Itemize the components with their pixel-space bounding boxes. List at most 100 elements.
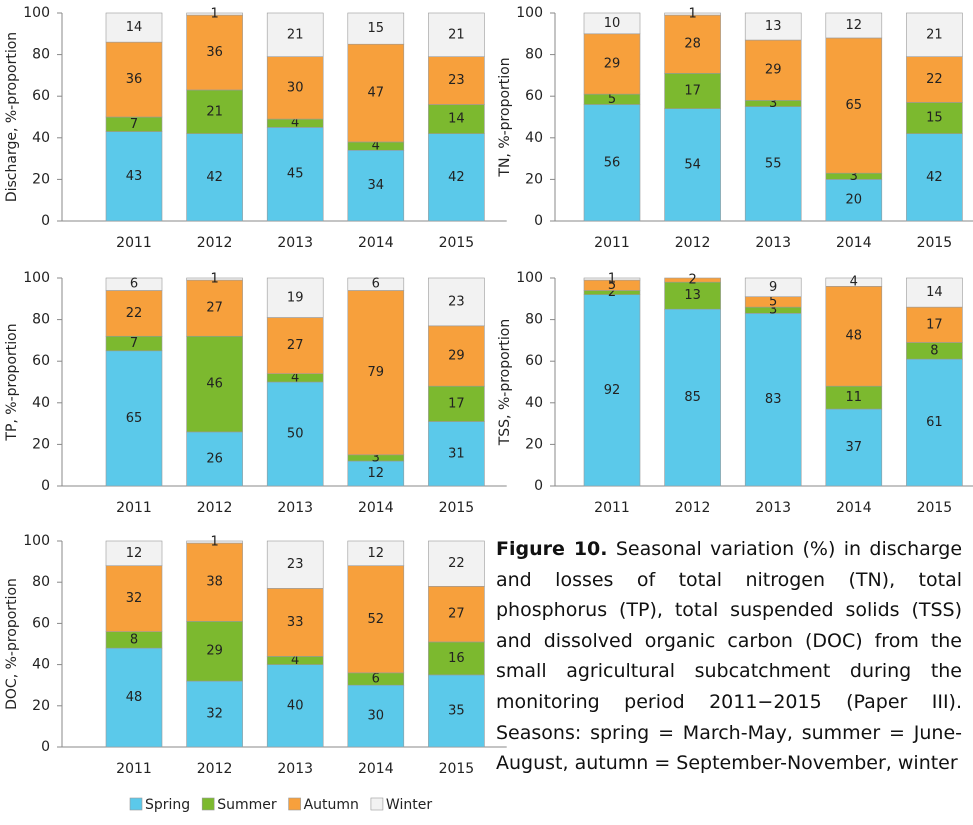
y-tick-label: 0 xyxy=(41,478,50,494)
bar-segment xyxy=(428,133,485,222)
y-axis-label: TN, %-proportion xyxy=(497,57,513,177)
y-tick-label: 100 xyxy=(23,5,50,21)
y-tick-label: 40 xyxy=(525,130,543,146)
data-label: 50 xyxy=(287,427,304,442)
bar-segment xyxy=(428,325,485,387)
x-tick-label: 2012 xyxy=(197,235,233,251)
y-tick-label: 60 xyxy=(32,615,50,631)
bar-segment xyxy=(825,286,883,387)
bar-segment xyxy=(664,281,721,310)
legend-label: Spring xyxy=(145,797,190,813)
bar-segment xyxy=(744,12,802,41)
data-label: 42 xyxy=(206,170,223,185)
bar-segment xyxy=(347,290,405,456)
y-tick-label: 80 xyxy=(525,47,543,63)
bar-segment xyxy=(105,12,163,43)
data-label: 8 xyxy=(930,343,938,358)
bar-segment xyxy=(186,335,243,433)
bar-segment xyxy=(906,358,963,487)
data-label: 21 xyxy=(287,27,304,42)
legend-swatch xyxy=(370,797,384,811)
data-label: 34 xyxy=(368,178,385,193)
data-label: 23 xyxy=(448,73,465,88)
bar-segment xyxy=(347,277,405,291)
x-tick-label: 2015 xyxy=(439,235,475,251)
bar-segment xyxy=(428,421,485,487)
bar-segment xyxy=(105,540,163,567)
data-label: 65 xyxy=(846,98,863,113)
x-tick-label: 2011 xyxy=(594,500,630,516)
data-label: 6 xyxy=(372,277,380,292)
data-label: 43 xyxy=(126,169,143,184)
bar-segment xyxy=(428,56,485,105)
bar-segment xyxy=(583,294,641,487)
data-label: 54 xyxy=(684,157,701,172)
bar-segment xyxy=(906,102,963,134)
data-label: 7 xyxy=(130,336,138,351)
data-label: 4 xyxy=(291,370,299,385)
data-label: 6 xyxy=(130,277,138,292)
bar-segment xyxy=(906,306,963,343)
x-tick-label: 2015 xyxy=(917,500,953,516)
bar-segment xyxy=(105,350,163,487)
bar-segment xyxy=(186,12,243,16)
data-label: 55 xyxy=(765,156,782,171)
y-tick-label: 20 xyxy=(32,698,50,714)
y-tick-label: 80 xyxy=(32,574,50,590)
y-axis-label: TP, %-proportion xyxy=(4,323,20,441)
data-label: 85 xyxy=(684,390,701,405)
y-axis-label: DOC, %-proportion xyxy=(4,578,20,710)
bar-segment xyxy=(266,540,324,589)
y-axis-label: TSS, %-proportion xyxy=(497,319,513,447)
data-label: 7 xyxy=(130,117,138,132)
bar-segment xyxy=(266,277,324,318)
bar-segment xyxy=(186,431,243,487)
bar-segment xyxy=(428,674,485,748)
y-tick-label: 80 xyxy=(32,47,50,63)
data-label: 3 xyxy=(372,450,380,465)
data-label: 48 xyxy=(846,329,863,344)
bar-segment xyxy=(186,680,243,748)
x-tick-label: 2011 xyxy=(116,235,152,251)
bar-segment xyxy=(428,277,485,327)
data-label: 30 xyxy=(368,709,385,724)
x-tick-label: 2012 xyxy=(197,761,233,777)
bar-segment xyxy=(266,127,324,222)
data-label: 13 xyxy=(765,19,782,34)
data-label: 15 xyxy=(926,111,943,126)
bar-segment xyxy=(105,290,163,337)
y-tick-label: 60 xyxy=(32,353,50,369)
data-label: 11 xyxy=(846,390,863,405)
data-label: 29 xyxy=(765,63,782,78)
data-label: 17 xyxy=(684,84,701,99)
bar-segment xyxy=(583,277,641,281)
data-label: 12 xyxy=(846,18,863,33)
bar-segment xyxy=(105,277,163,291)
bar-segment xyxy=(825,12,883,39)
bar-segment xyxy=(266,12,324,57)
y-tick-label: 80 xyxy=(525,312,543,328)
data-label: 92 xyxy=(604,383,621,398)
bar-segment xyxy=(105,647,163,748)
bar-segment xyxy=(186,621,243,682)
data-label: 56 xyxy=(604,155,621,170)
bar-segment xyxy=(906,12,963,57)
bar-segment xyxy=(744,313,802,487)
figure-caption: Figure 10. Seasonal variation (%) in dis… xyxy=(496,534,962,779)
bar-segment xyxy=(266,588,324,657)
data-label: 40 xyxy=(287,698,304,713)
data-label: 10 xyxy=(604,16,621,31)
y-tick-label: 20 xyxy=(525,171,543,187)
data-label: 31 xyxy=(448,446,465,461)
legend-label: Winter xyxy=(386,797,432,813)
data-label: 32 xyxy=(206,707,223,722)
data-label: 30 xyxy=(287,80,304,95)
bar-segment xyxy=(186,133,243,222)
bar-segment xyxy=(583,12,641,35)
data-label: 15 xyxy=(368,21,385,36)
data-label: 22 xyxy=(926,72,943,87)
caption-text: Seasonal variation (%) in discharge and … xyxy=(496,538,963,775)
y-tick-label: 40 xyxy=(32,395,50,411)
